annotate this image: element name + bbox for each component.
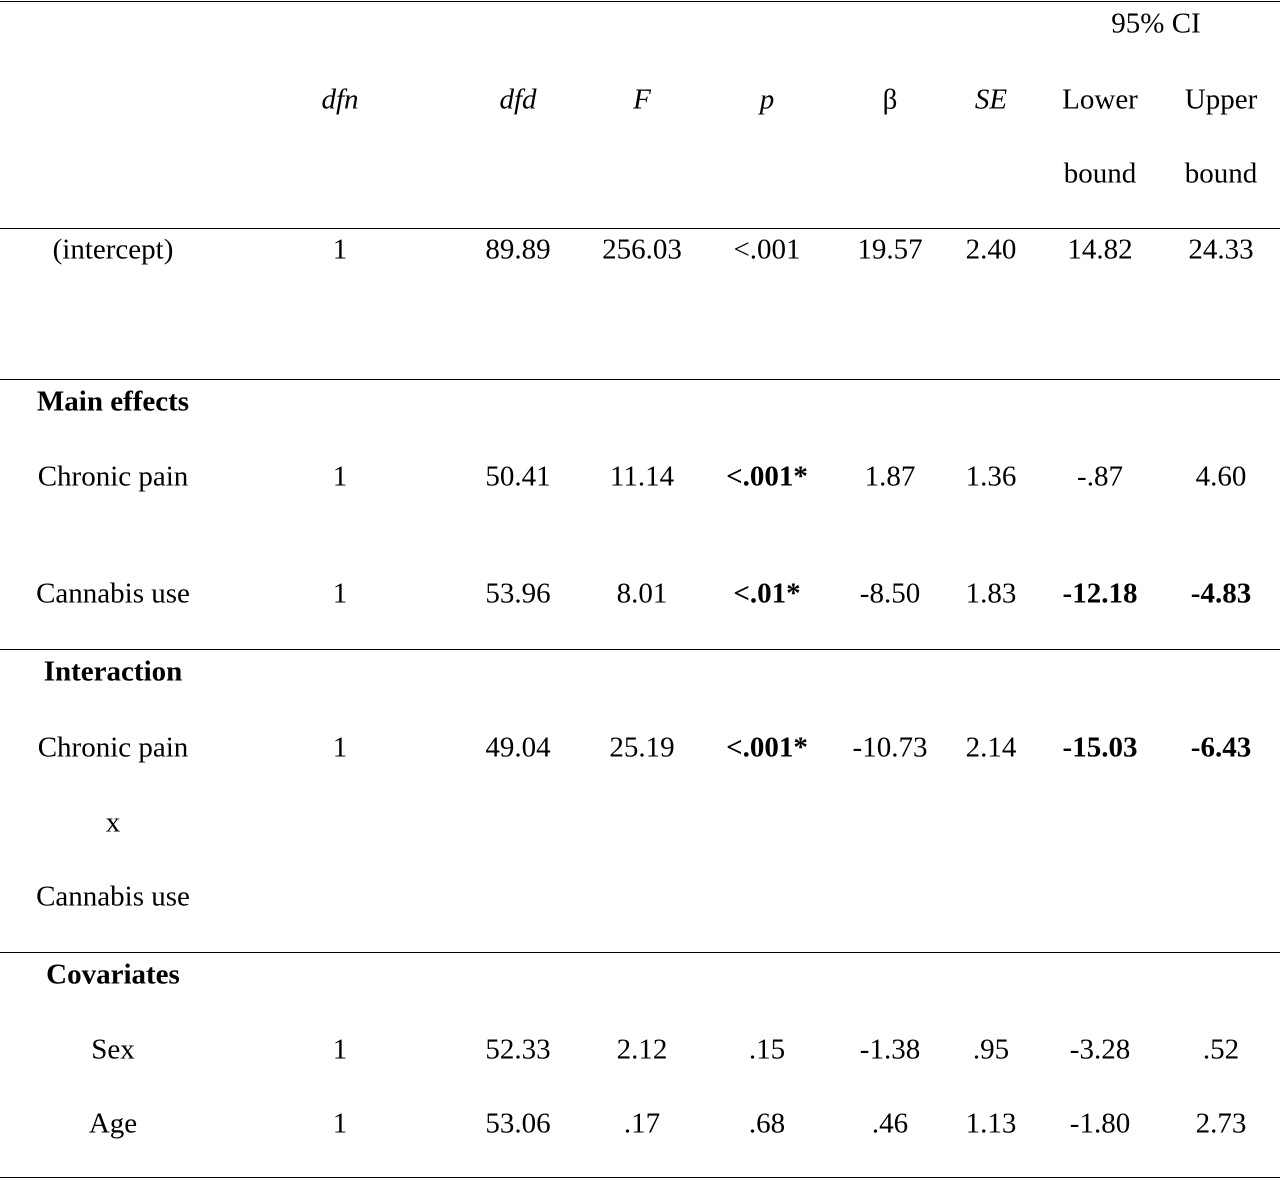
age-se: 1.13 <box>965 1107 1017 1140</box>
cannabis-use-beta: -8.50 <box>859 577 921 610</box>
sex-upper: .52 <box>1202 1033 1240 1066</box>
col-header-beta: β <box>882 83 898 116</box>
intercept-bottom-rule <box>0 379 1280 380</box>
chronic-pain-beta: 1.87 <box>864 460 916 493</box>
interaction-label-line2: x <box>105 806 121 839</box>
age-beta: .46 <box>871 1107 909 1140</box>
age-label: Age <box>88 1107 138 1140</box>
sex-dfd: 52.33 <box>485 1033 551 1066</box>
ci-group-header: 95% CI <box>1111 7 1201 40</box>
sex-f: 2.12 <box>616 1033 668 1066</box>
age-dfd: 53.06 <box>485 1107 551 1140</box>
interaction-upper: -6.43 <box>1190 731 1252 764</box>
cannabis-use-se: 1.83 <box>965 577 1017 610</box>
interaction-dfd: 49.04 <box>485 731 551 764</box>
intercept-p: <.001 <box>733 233 801 266</box>
top-rule <box>0 1 1280 2</box>
interaction-bottom-rule <box>0 952 1280 953</box>
main-effects-bottom-rule <box>0 649 1280 650</box>
col-header-upper: Upper <box>1184 83 1258 116</box>
cannabis-use-upper: -4.83 <box>1190 577 1252 610</box>
sex-se: .95 <box>972 1033 1010 1066</box>
age-dfn: 1 <box>332 1107 348 1140</box>
col-header-f: F <box>633 83 651 116</box>
intercept-label: (intercept) <box>52 233 174 266</box>
col-header-dfn: dfn <box>321 83 359 116</box>
sex-dfn: 1 <box>332 1033 348 1066</box>
chronic-pain-upper: 4.60 <box>1195 460 1247 493</box>
sex-label: Sex <box>91 1033 135 1066</box>
col-header-dfd: dfd <box>499 83 537 116</box>
interaction-label-line1: Chronic pain <box>37 731 189 764</box>
age-upper: 2.73 <box>1195 1107 1247 1140</box>
chronic-pain-se: 1.36 <box>965 460 1017 493</box>
col-header-se: SE <box>974 83 1008 116</box>
intercept-beta: 19.57 <box>857 233 923 266</box>
col-header-lower: Lower <box>1062 83 1138 116</box>
col-header-p: p <box>759 83 775 116</box>
age-lower: -1.80 <box>1069 1107 1131 1140</box>
interaction-dfn: 1 <box>332 731 348 764</box>
interaction-se: 2.14 <box>965 731 1017 764</box>
age-p: .68 <box>748 1107 786 1140</box>
cannabis-use-lower: -12.18 <box>1062 577 1138 610</box>
sex-p: .15 <box>748 1033 786 1066</box>
interaction-beta: -10.73 <box>852 731 928 764</box>
cannabis-use-label: Cannabis use <box>36 577 190 610</box>
cannabis-use-dfd: 53.96 <box>485 577 551 610</box>
interaction-f: 25.19 <box>609 731 675 764</box>
chronic-pain-dfn: 1 <box>332 460 348 493</box>
intercept-upper: 24.33 <box>1188 233 1254 266</box>
intercept-lower: 14.82 <box>1067 233 1133 266</box>
table-bottom-rule <box>0 1177 1280 1178</box>
chronic-pain-dfd: 50.41 <box>485 460 551 493</box>
col-header-upper-bound: bound <box>1184 157 1258 190</box>
chronic-pain-label: Chronic pain <box>37 460 189 493</box>
interaction-label-line3: Cannabis use <box>36 880 190 913</box>
interaction-p: <.001* <box>726 731 808 764</box>
intercept-f: 256.03 <box>602 233 682 266</box>
intercept-se: 2.40 <box>965 233 1017 266</box>
intercept-dfd: 89.89 <box>485 233 551 266</box>
chronic-pain-f: 11.14 <box>609 460 675 493</box>
intercept-dfn: 1 <box>332 233 348 266</box>
sex-lower: -3.28 <box>1069 1033 1131 1066</box>
col-header-lower-bound: bound <box>1063 157 1137 190</box>
cannabis-use-p: <.01* <box>733 577 801 610</box>
header-bottom-rule <box>0 228 1280 229</box>
cannabis-use-f: 8.01 <box>616 577 668 610</box>
age-f: .17 <box>623 1107 661 1140</box>
chronic-pain-lower: -.87 <box>1077 460 1123 493</box>
sex-beta: -1.38 <box>859 1033 921 1066</box>
chronic-pain-p: <.001* <box>726 460 808 493</box>
main-effects-heading: Main effects <box>36 385 190 418</box>
covariates-heading: Covariates <box>46 958 180 991</box>
cannabis-use-dfn: 1 <box>332 577 348 610</box>
interaction-lower: -15.03 <box>1062 731 1138 764</box>
interaction-heading: Interaction <box>43 655 183 688</box>
